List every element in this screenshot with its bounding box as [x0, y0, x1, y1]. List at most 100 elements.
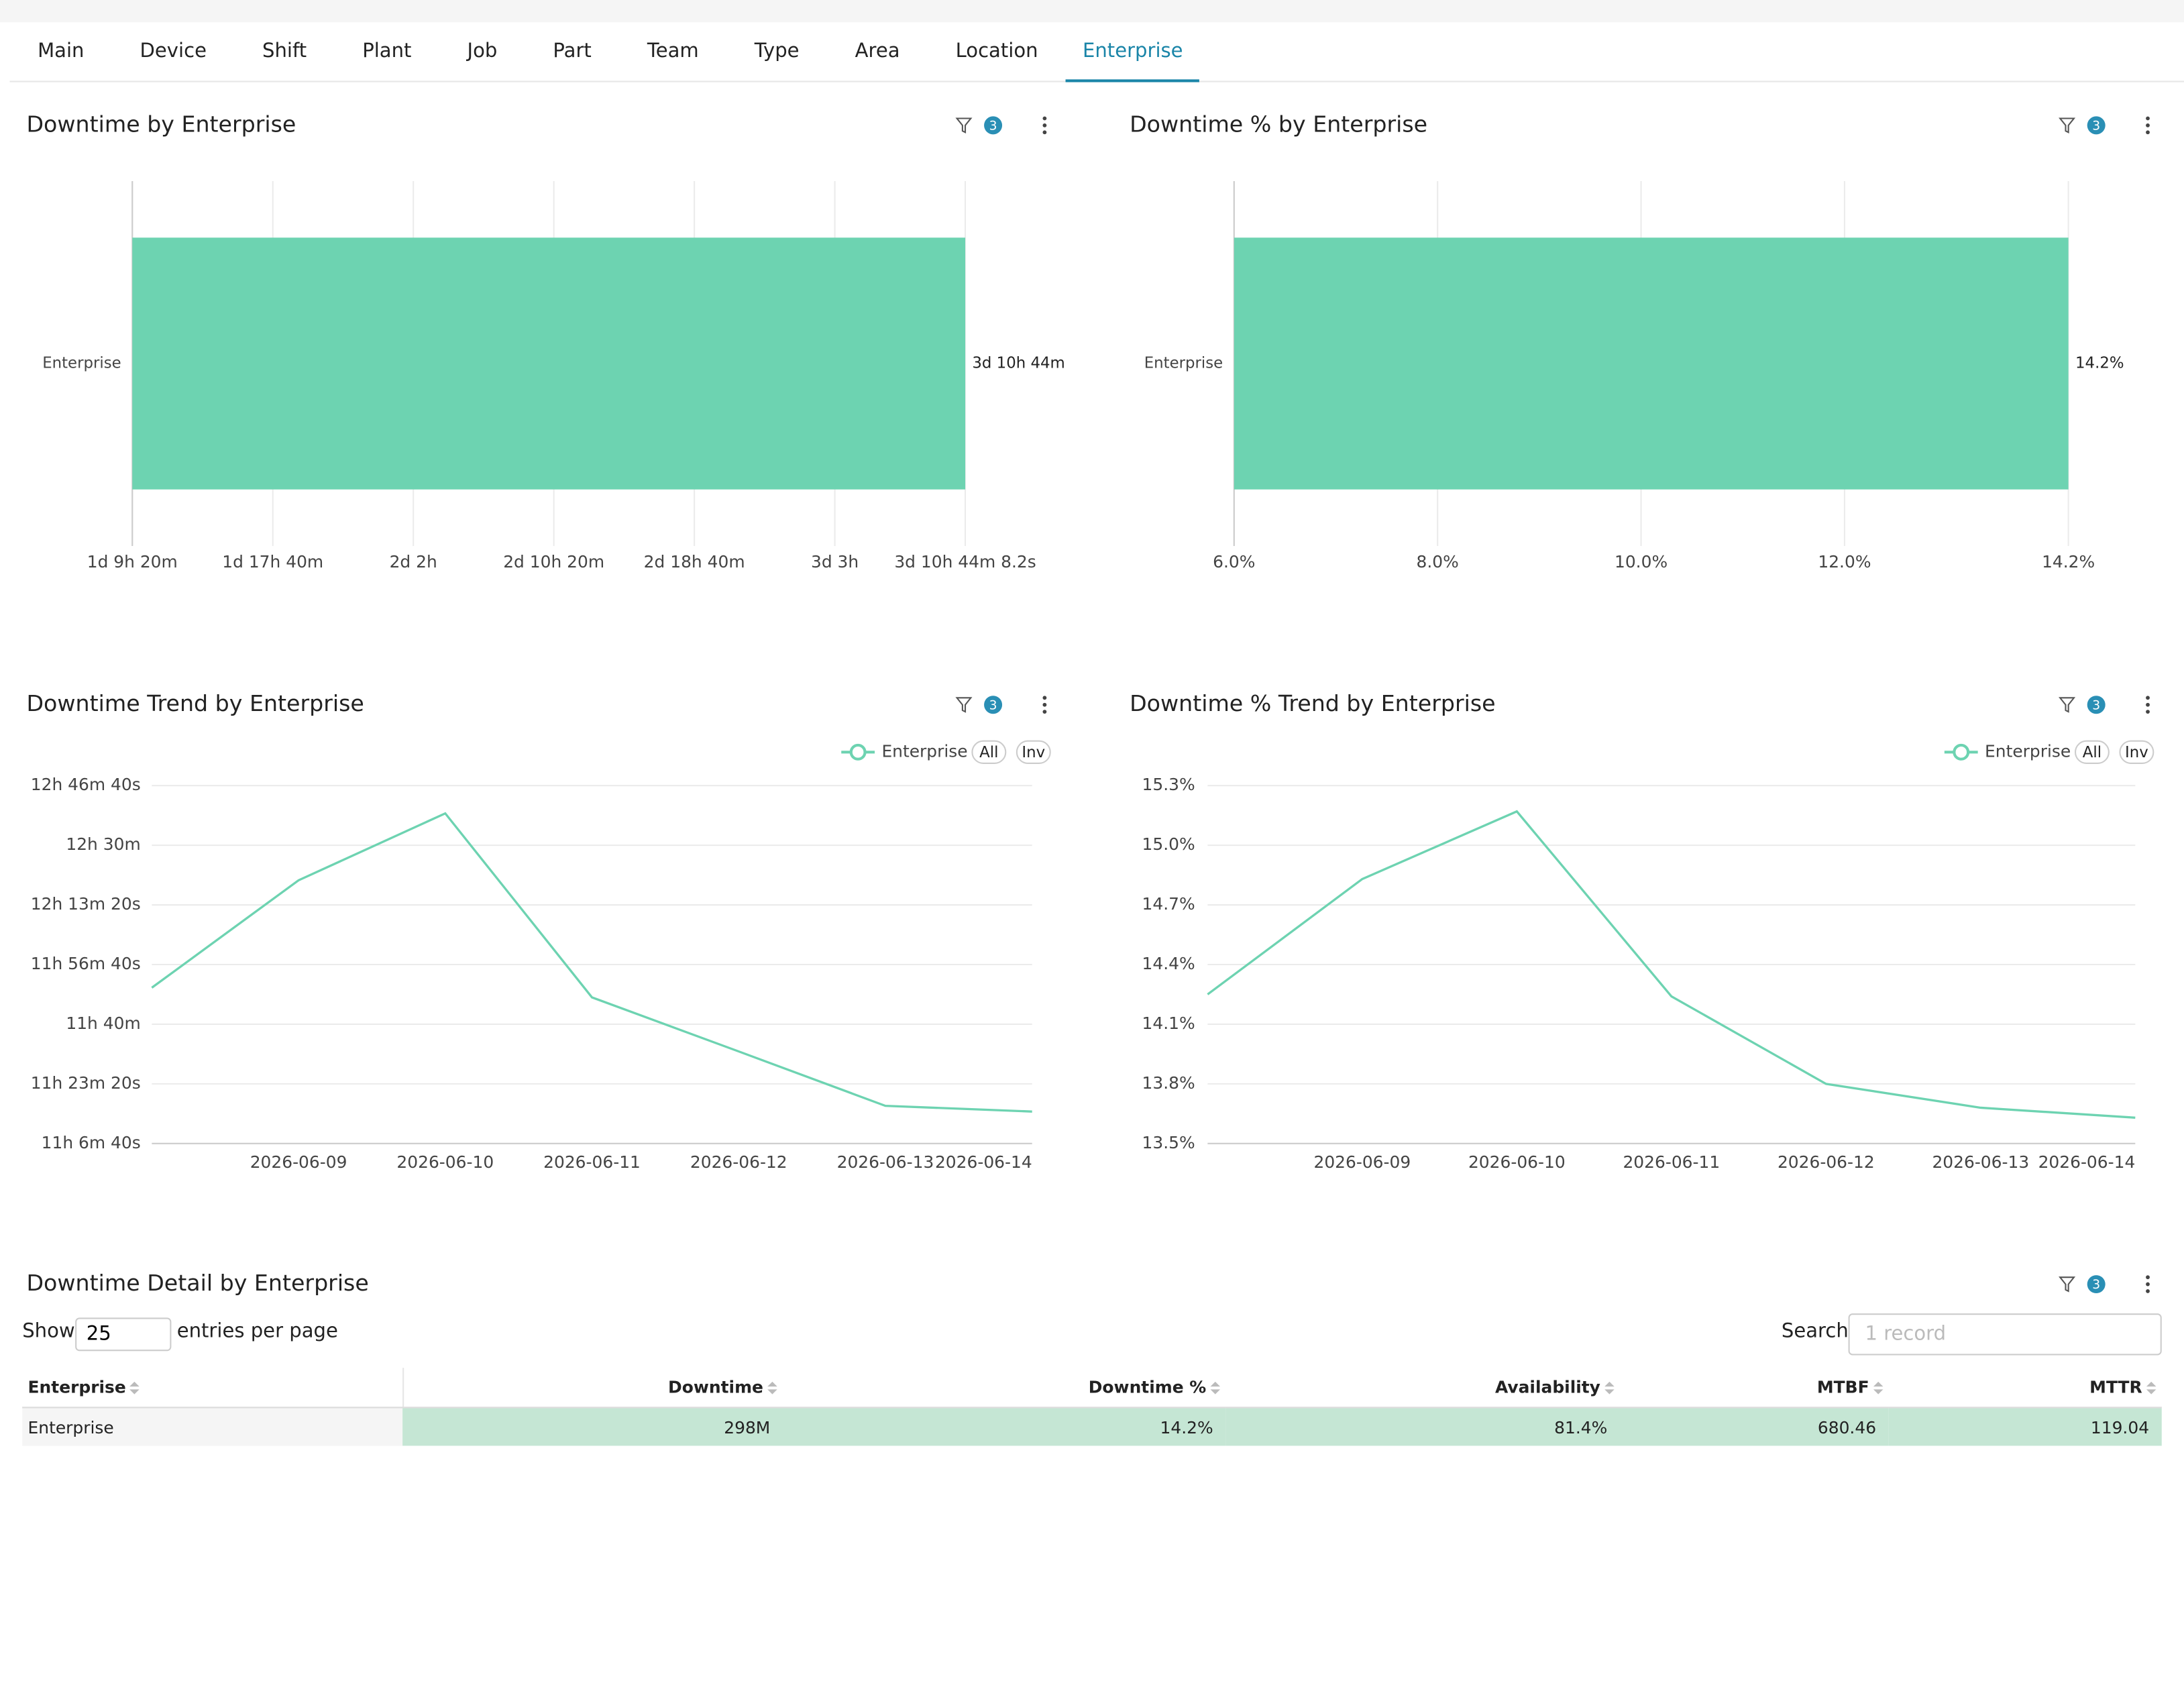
x-tick-label: 2d 18h 40m — [644, 552, 745, 571]
x-tick-label: 3d 3h — [811, 552, 859, 571]
tab[interactable]: Part — [553, 40, 592, 63]
legend-button[interactable] — [2074, 740, 2110, 764]
x-tick-label: 2026-06-09 — [1313, 1152, 1411, 1172]
panel-title: Downtime Trend by Enterprise — [26, 690, 364, 716]
tab[interactable]: Job — [467, 40, 498, 63]
x-tick-label: 3d 10h 44m 8.2s — [894, 552, 1036, 571]
y-tick-label: 14.7% — [1142, 894, 1195, 914]
show-label: Show — [22, 1320, 75, 1343]
y-tick-label: 14.1% — [1142, 1014, 1195, 1033]
search-label: Search — [1781, 1320, 1849, 1343]
column-header[interactable]: MTBF — [1620, 1368, 1889, 1409]
filter-count: 3 — [2092, 119, 2100, 133]
menu-dot — [2146, 702, 2150, 707]
x-tick-label: 2026-06-12 — [1778, 1152, 1875, 1172]
legend-button[interactable] — [1016, 740, 1051, 764]
filter-badge — [2087, 116, 2106, 135]
x-tick-label: 2026-06-11 — [543, 1152, 641, 1172]
y-tick-label: 12h 13m 20s — [31, 894, 141, 914]
table-cell: 119.04 — [1888, 1407, 2162, 1446]
legend-marker — [849, 743, 867, 761]
tab[interactable]: Area — [855, 40, 900, 63]
filter-count: 3 — [989, 698, 997, 712]
x-tick-label: 2026-06-09 — [250, 1152, 347, 1172]
column-header-label: MTTR — [2089, 1377, 2142, 1397]
line-series — [151, 812, 1032, 1113]
detail-table: Enterprise Downtime Downtime % Availability… — [22, 1368, 2162, 1446]
tab[interactable]: Main — [38, 40, 85, 63]
tab[interactable]: Team — [647, 40, 699, 63]
column-header[interactable]: Availability — [1225, 1368, 1621, 1409]
tab[interactable]: Type — [754, 40, 800, 63]
tab[interactable]: Enterprise — [1066, 22, 1200, 83]
sort-icon — [767, 1381, 777, 1395]
menu-dot — [2146, 116, 2150, 121]
menu-dot — [2146, 710, 2150, 714]
panel-title: Downtime % by Enterprise — [1130, 111, 1427, 137]
page-size-input[interactable]: 25 — [75, 1317, 172, 1352]
filter-badge — [2087, 696, 2106, 714]
value-label: 14.2% — [2075, 354, 2124, 372]
filter-icon — [2059, 117, 2076, 133]
menu-dot — [2146, 696, 2150, 700]
sort-icon — [1604, 1381, 1615, 1395]
tab[interactable]: Location — [955, 40, 1038, 63]
tab[interactable]: Device — [140, 40, 207, 63]
search-input[interactable]: 1 record — [1848, 1313, 2162, 1356]
column-header-label: Availability — [1494, 1377, 1600, 1397]
filter-icon — [2059, 697, 2076, 713]
legend-label: Enterprise — [1985, 741, 2071, 761]
menu-dot — [1042, 710, 1047, 714]
x-tick-label: 2026-06-11 — [1623, 1152, 1720, 1172]
menu-dot — [2146, 1289, 2150, 1293]
panel-title: Downtime by Enterprise — [26, 111, 296, 137]
y-tick-label: 11h 40m — [66, 1014, 140, 1033]
line-series — [1207, 810, 2136, 1119]
x-tick-label: 12.0% — [1818, 552, 1871, 571]
table-cell: 14.2% — [783, 1407, 1226, 1446]
legend-button[interactable] — [2119, 740, 2154, 764]
filter-icon — [2059, 1276, 2076, 1293]
filter-icon — [955, 697, 973, 713]
y-tick-label: 11h 6m 40s — [42, 1133, 141, 1152]
bar — [1234, 237, 2069, 490]
legend-marker — [1953, 743, 1970, 761]
legend-button-label: All — [2083, 744, 2101, 761]
legend-button-label: Inv — [2125, 744, 2148, 761]
tab[interactable]: Plant — [362, 40, 412, 63]
bar — [132, 237, 966, 490]
menu-dot — [2146, 130, 2150, 135]
filter-count: 3 — [989, 119, 997, 133]
legend-button[interactable] — [971, 740, 1007, 764]
x-tick-label: 2026-06-14 — [935, 1152, 1032, 1172]
x-tick-label: 2d 2h — [390, 552, 437, 571]
panel-title: Downtime % Trend by Enterprise — [1130, 690, 1496, 716]
table-row: Enterprise 298M 14.2% 81.4% 680.46 119.04 — [22, 1407, 2162, 1446]
x-tick-label: 2026-06-10 — [396, 1152, 494, 1172]
column-header[interactable]: Downtime % — [783, 1368, 1226, 1409]
y-tick-label: Enterprise — [1144, 354, 1223, 372]
menu-dot — [2146, 1282, 2150, 1287]
menu-dot — [1042, 702, 1047, 707]
x-tick-label: 2026-06-13 — [837, 1152, 934, 1172]
filter-badge — [2087, 1275, 2106, 1294]
x-tick-label: 1d 17h 40m — [222, 552, 323, 571]
column-header-label: Downtime % — [1088, 1377, 1207, 1397]
sort-icon — [1210, 1381, 1221, 1395]
x-tick-label: 2026-06-13 — [1932, 1152, 2029, 1172]
y-tick-label: 12h 46m 40s — [31, 775, 141, 794]
menu-dot — [1042, 130, 1047, 135]
column-header[interactable]: Enterprise — [22, 1368, 403, 1409]
y-tick-label: 13.8% — [1142, 1073, 1195, 1093]
menu-dot — [1042, 116, 1047, 121]
tab[interactable]: Shift — [262, 40, 307, 63]
column-header[interactable]: Downtime — [402, 1368, 783, 1409]
x-tick-label: 6.0% — [1213, 552, 1255, 571]
top-bar — [0, 0, 2184, 23]
filter-icon — [955, 117, 973, 133]
column-header[interactable]: MTTR — [1888, 1368, 2162, 1409]
menu-dot — [2146, 123, 2150, 127]
y-tick-label: 12h 30m — [66, 834, 140, 854]
